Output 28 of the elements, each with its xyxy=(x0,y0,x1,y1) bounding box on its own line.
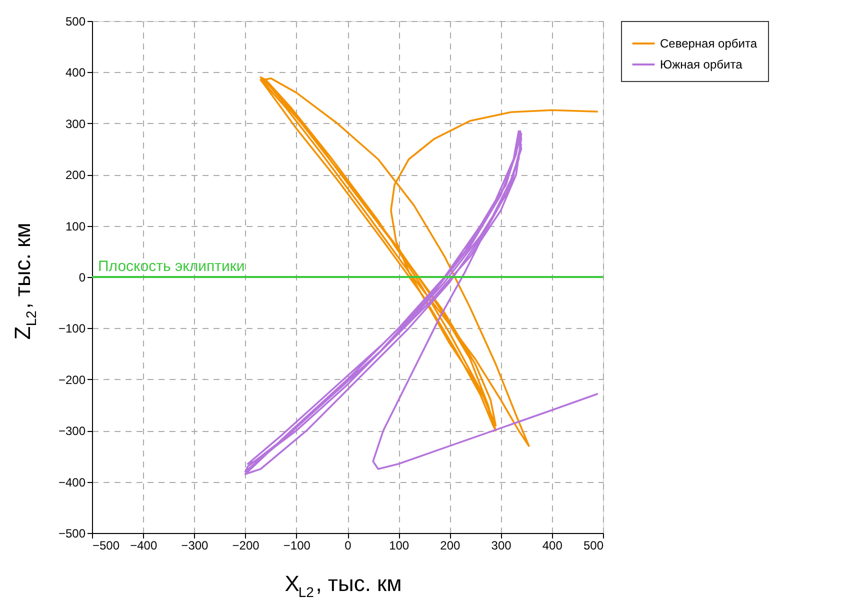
y-tick-label: 500 xyxy=(65,14,86,28)
y-tick-label: 0 xyxy=(78,270,86,284)
x-tick-label: −500 xyxy=(92,538,120,552)
line-series xyxy=(244,130,599,476)
x-tick-label: −400 xyxy=(130,538,158,552)
legend-label: Северная орбита xyxy=(660,36,758,50)
x-tick-label: 0 xyxy=(344,538,352,552)
y-tick-label: −500 xyxy=(58,526,86,540)
legend-label: Южная орбита xyxy=(660,58,743,72)
y-tick-label: −300 xyxy=(58,424,86,438)
y-tick-label: −100 xyxy=(58,322,86,336)
x-tick-label: 500 xyxy=(583,538,604,552)
y-axis-title: ZL2, тыс. км xyxy=(10,222,39,340)
ref-line-label: Плоскость эклиптики xyxy=(98,258,245,275)
x-tick-label: 300 xyxy=(491,538,512,552)
y-tick-label: −200 xyxy=(58,372,86,387)
x-tick-label: 400 xyxy=(542,538,563,552)
y-tick-label: 400 xyxy=(65,66,86,80)
x-tick-label: −300 xyxy=(181,538,209,552)
x-tick-label: −100 xyxy=(283,538,311,552)
line-series xyxy=(260,76,599,447)
y-tick-label: 200 xyxy=(65,168,86,182)
x-tick-label: 200 xyxy=(440,538,461,552)
y-tick-label: 300 xyxy=(65,116,86,131)
x-tick-label: 100 xyxy=(389,538,410,552)
x-tick-label: −200 xyxy=(232,538,260,552)
y-tick-label: −400 xyxy=(58,475,86,490)
y-tick-label: 100 xyxy=(65,219,86,234)
